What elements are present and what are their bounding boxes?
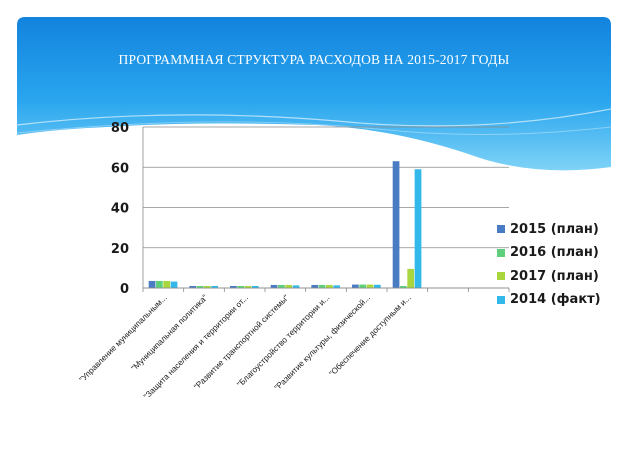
bar bbox=[196, 285, 204, 288]
bar bbox=[373, 284, 381, 288]
bar bbox=[204, 285, 211, 288]
legend-item: 2017 (план) bbox=[497, 267, 599, 285]
legend-label: 2016 (план) bbox=[510, 245, 599, 260]
bar bbox=[189, 285, 197, 288]
bar bbox=[359, 284, 367, 288]
bar bbox=[244, 285, 252, 288]
bar bbox=[230, 285, 237, 288]
y-tick-label: 20 bbox=[111, 242, 129, 257]
legend-swatch bbox=[497, 248, 505, 257]
legend-label: 2015 (план) bbox=[510, 221, 599, 237]
bar bbox=[148, 280, 156, 288]
bar bbox=[170, 281, 178, 288]
y-tick-label: 80 bbox=[111, 121, 129, 136]
bar bbox=[292, 285, 300, 288]
legend-item: 2014 (факт) bbox=[497, 291, 601, 309]
bar bbox=[392, 161, 400, 288]
legend-swatch bbox=[497, 225, 505, 233]
y-tick-label: 40 bbox=[111, 202, 129, 217]
bar bbox=[156, 280, 163, 288]
bar bbox=[407, 268, 415, 288]
legend-label: 2017 (план) bbox=[510, 268, 599, 284]
bar bbox=[326, 284, 333, 288]
bar bbox=[366, 284, 374, 288]
legend-swatch bbox=[497, 272, 505, 280]
bar bbox=[237, 285, 245, 288]
header-banner bbox=[17, 17, 611, 171]
legend-swatch bbox=[497, 295, 505, 304]
bar bbox=[278, 284, 285, 288]
bar bbox=[311, 284, 319, 288]
bar bbox=[318, 284, 326, 288]
x-tick-label: "Управление муниципальным... bbox=[78, 293, 169, 384]
bar bbox=[211, 285, 219, 288]
bar bbox=[163, 280, 171, 288]
bar bbox=[352, 284, 359, 288]
x-tick-label: "Обеспечение доступным и... bbox=[328, 293, 413, 378]
legend-item: 2016 (план) bbox=[497, 244, 599, 262]
bar bbox=[333, 285, 341, 288]
bar bbox=[251, 285, 259, 288]
x-tick-label: "Муниципальная политика" bbox=[130, 293, 210, 373]
legend-item: 2015 (план) bbox=[497, 220, 599, 238]
bar bbox=[400, 285, 407, 288]
bar bbox=[270, 284, 278, 288]
bar bbox=[414, 169, 422, 288]
legend-label: 2014 (факт) bbox=[510, 292, 601, 307]
slide-title: ПРОГРАММНАЯ СТРУКТУРА РАСХОДОВ НА 2015-2… bbox=[118, 52, 510, 67]
bar bbox=[285, 284, 293, 288]
y-tick-label: 60 bbox=[111, 161, 129, 176]
y-tick-label: 0 bbox=[120, 282, 129, 297]
